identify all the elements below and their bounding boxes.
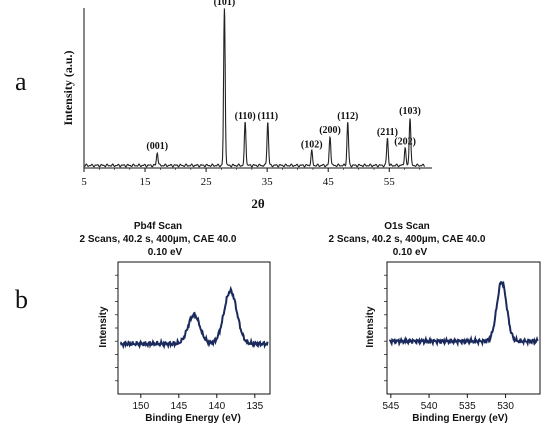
xrd-x-tick-label: 35	[262, 176, 274, 188]
xrd-ticks: 5 15 25 35 45 55	[81, 168, 421, 188]
xrd-peak-label: (112)	[337, 111, 358, 122]
xrd-x-tick-label: 15	[140, 176, 152, 188]
xrd-x-tick-label: 45	[323, 176, 335, 188]
xrd-peak-label: (202)	[394, 136, 416, 147]
pb4f-x-axis-label: Binding Energy (eV)	[145, 413, 241, 424]
xrd-peak-label: (102)	[301, 140, 323, 151]
xrd-x-tick-label: 25	[201, 176, 213, 188]
pb4f-x-tick-label: 145	[170, 401, 187, 412]
xrd-peak-label: (111)	[257, 111, 278, 122]
o1s-title: O1s Scan	[384, 221, 430, 232]
o1s-subtitle-scans: 2 Scans, 40.2 s, 400µm, CAE 40.0	[329, 234, 486, 245]
xrd-chart: 5 15 25 35 45 55 (001) (101) (110) (111) (102) (20…	[61, 0, 432, 211]
pb4f-axes	[117, 261, 271, 395]
o1s-x-tick-label: 530	[497, 401, 514, 412]
pb4f-y-axis-label: Intensity	[98, 306, 109, 348]
o1s-chart: O1s Scan 2 Scans, 40.2 s, 400µm, CAE 40.…	[329, 221, 541, 424]
xrd-peak-label: (001)	[146, 141, 168, 152]
xrd-axes	[83, 8, 432, 169]
xrd-x-tick-label: 5	[81, 176, 87, 188]
pb4f-subtitle-step: 0.10 eV	[148, 247, 183, 258]
o1s-spectrum-line	[388, 280, 539, 348]
o1s-y-axis-label: Intensity	[365, 306, 376, 348]
panel-a-label: a	[15, 67, 27, 96]
pb4f-subtitle-scans: 2 Scans, 40.2 s, 400µm, CAE 40.0	[80, 234, 237, 245]
o1s-subtitle-step: 0.10 eV	[393, 247, 428, 258]
xrd-peak-label: (101)	[214, 0, 236, 8]
pb4f-x-tick-label: 140	[208, 401, 225, 412]
o1s-axes	[386, 261, 541, 395]
xrd-peak-label: (110)	[235, 111, 256, 122]
o1s-plot-frame	[386, 261, 541, 395]
pb4f-x-tick-label: 150	[132, 401, 149, 412]
pb4f-x-tick-label: 135	[246, 401, 263, 412]
xrd-y-axis-label: Intensity (a.u.)	[61, 50, 75, 125]
panel-b-label: b	[15, 285, 28, 314]
pb4f-title: Pb4f Scan	[134, 221, 182, 232]
o1s-x-axis-label: Binding Energy (eV)	[412, 413, 508, 424]
xrd-x-tick-label: 55	[384, 176, 396, 188]
o1s-x-tick-label: 535	[459, 401, 476, 412]
pb4f-spectrum-line	[119, 285, 269, 350]
xrd-peak-label: (200)	[319, 125, 341, 136]
xrd-x-axis-label: 2θ	[251, 196, 265, 211]
xrd-peak-labels: (001) (101) (110) (111) (102) (200) (112) (211)…	[146, 0, 420, 152]
pb4f-ticks: 150 145 140 135	[115, 274, 264, 412]
pb4f-plot-frame	[117, 261, 271, 395]
o1s-x-tick-label: 540	[421, 401, 438, 412]
pb4f-chart: Pb4f Scan 2 Scans, 40.2 s, 400µm, CAE 40…	[80, 221, 271, 424]
xrd-pattern-line	[83, 8, 426, 168]
xrd-peak-label: (103)	[399, 106, 421, 117]
o1s-ticks: 545 540 535 530	[382, 274, 514, 412]
xrd-peak-label: (211)	[377, 127, 398, 138]
o1s-x-tick-label: 545	[382, 401, 399, 412]
